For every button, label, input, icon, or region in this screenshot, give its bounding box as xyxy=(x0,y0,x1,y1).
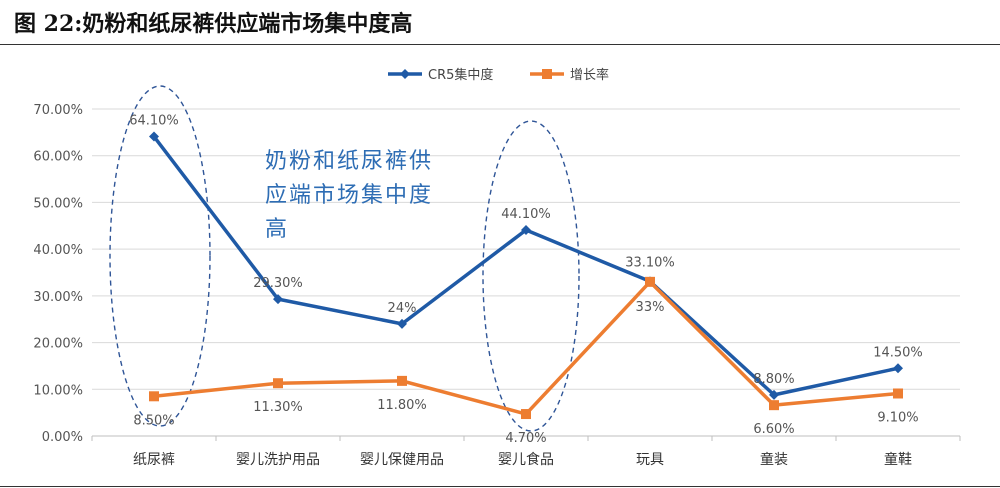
x-tick-label: 婴儿保健用品 xyxy=(360,452,444,468)
series-line xyxy=(152,135,899,397)
data-point xyxy=(149,131,159,142)
highlight-ellipse xyxy=(109,85,211,427)
y-tick-label: 50.00% xyxy=(33,196,83,211)
data-labels: 64.10% 29.30% 24% 44.10% 33.10% 8.80% 14.50% 8.… xyxy=(129,114,923,446)
growth-data-label: 8.50% xyxy=(133,413,174,428)
growth-data-label: 11.80% xyxy=(377,398,427,413)
data-point xyxy=(397,318,407,329)
data-point xyxy=(521,224,531,235)
cr5-data-label: 14.50% xyxy=(873,345,923,360)
x-tick-label: 童装 xyxy=(760,451,788,468)
data-point xyxy=(149,391,159,402)
x-axis: 纸尿裤 婴儿洗护用品 婴儿保健用品 婴儿食品 玩具 童装 童鞋 xyxy=(91,436,961,468)
y-tick-label: 10.00% xyxy=(33,383,83,398)
y-tick-label: 40.00% xyxy=(33,243,83,258)
figure-title: 图 22:奶粉和纸尿裤供应端市场集中度高 xyxy=(14,11,413,37)
legend-swatch-marker xyxy=(542,69,552,79)
cr5-data-label: 8.80% xyxy=(753,372,794,387)
data-point xyxy=(769,389,779,400)
data-point xyxy=(769,400,779,411)
highlight-ellipse xyxy=(482,120,580,432)
data-point xyxy=(397,375,407,386)
x-tick-label: 婴儿洗护用品 xyxy=(236,452,320,468)
data-point xyxy=(893,363,903,374)
growth-data-label: 4.70% xyxy=(505,431,546,446)
data-point xyxy=(273,294,283,305)
growth-data-label: 11.30% xyxy=(253,400,303,415)
annotation-line: 奶粉和纸尿裤供 xyxy=(265,149,433,174)
legend-swatch-marker xyxy=(400,69,410,79)
top-rule xyxy=(0,44,1000,45)
chart-annotation: 奶粉和纸尿裤供应端市场集中度高 xyxy=(265,149,433,242)
cr5-data-label: 44.10% xyxy=(501,207,551,222)
y-axis: 0.00% 10.00% 20.00% 30.00% 40.00% 50.00% 60.00… xyxy=(33,103,83,445)
y-tick-label: 60.00% xyxy=(33,150,83,165)
growth-data-label: 6.60% xyxy=(753,422,794,437)
data-point xyxy=(273,378,283,389)
legend-label: CR5集中度 xyxy=(428,67,493,83)
chart-grid xyxy=(92,108,960,437)
y-tick-label: 30.00% xyxy=(33,290,83,305)
data-point xyxy=(645,276,655,287)
x-tick-label: 婴儿食品 xyxy=(498,451,554,468)
cr5-data-label: 29.30% xyxy=(253,276,303,291)
y-tick-label: 0.00% xyxy=(42,430,83,445)
data-point xyxy=(521,409,531,420)
legend-label: 增长率 xyxy=(570,67,609,83)
highlight-ellipses xyxy=(109,85,580,432)
series-line xyxy=(153,280,899,416)
data-point xyxy=(893,388,903,399)
y-tick-label: 20.00% xyxy=(33,337,83,352)
annotation-line: 高 xyxy=(265,217,289,242)
x-tick-label: 纸尿裤 xyxy=(133,452,175,468)
x-tick-label: 童鞋 xyxy=(884,451,912,468)
x-tick-label: 玩具 xyxy=(636,452,664,468)
y-tick-label: 70.00% xyxy=(33,103,83,118)
annotation-line: 应端市场集中度 xyxy=(265,183,433,208)
line-chart: 0.00% 10.00% 20.00% 30.00% 40.00% 50.00% 60.00… xyxy=(33,67,961,468)
chart-legend: CR5集中度 增长率 xyxy=(388,67,609,83)
growth-data-label: 33% xyxy=(636,300,665,315)
chart-series xyxy=(149,131,903,420)
cr5-data-label: 64.10% xyxy=(129,114,179,129)
bottom-rule xyxy=(0,486,1000,487)
figure-header: 图 22:奶粉和纸尿裤供应端市场集中度高 xyxy=(0,0,1000,46)
growth-data-label: 9.10% xyxy=(877,410,918,425)
cr5-data-label: 24% xyxy=(388,301,417,316)
cr5-data-label: 33.10% xyxy=(625,255,675,270)
